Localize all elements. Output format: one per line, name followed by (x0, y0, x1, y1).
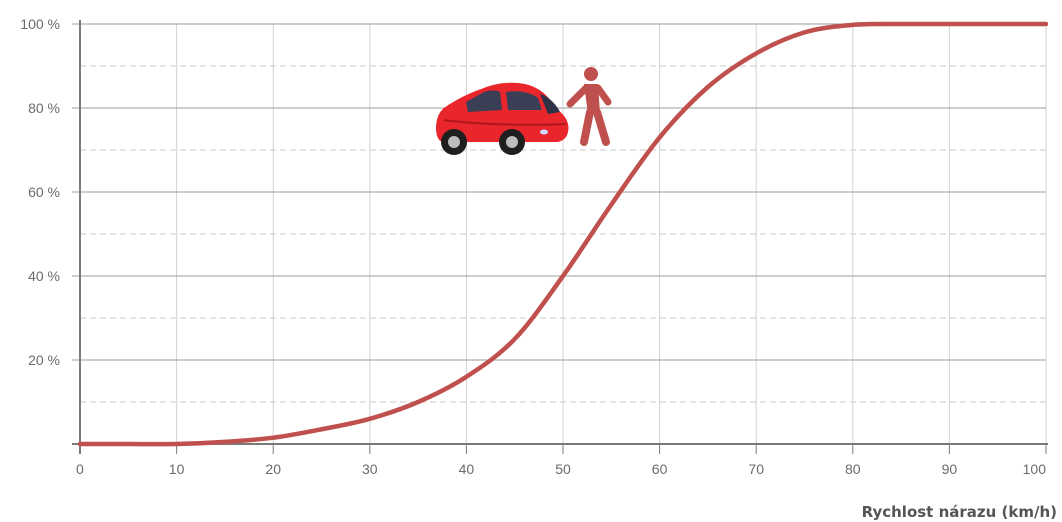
y-tick-label: 60 % (28, 184, 60, 200)
y-tick-labels: 20 % 40 % 60 % 80 % 100 % (20, 16, 60, 368)
x-tick-label: 80 (845, 461, 861, 477)
x-tick-label: 70 (748, 461, 764, 477)
major-gridlines (72, 23, 1047, 444)
pedestrian-icon (566, 67, 612, 146)
x-tick-label: 20 (265, 461, 281, 477)
axes (72, 20, 1048, 454)
x-tick-label: 100 (1023, 461, 1047, 477)
x-tick-labels: 0 10 20 30 40 50 60 70 80 90 100 (76, 461, 1046, 477)
y-tick-label: 80 % (28, 100, 60, 116)
series-layer (77, 21, 1049, 447)
x-tick-label: 10 (169, 461, 185, 477)
car-icon (436, 82, 569, 155)
y-tick-label: 20 % (28, 352, 60, 368)
y-tick-label: 100 % (20, 16, 60, 32)
x-axis-title: Rychlost nárazu (km/h) (862, 503, 1057, 521)
minor-gridlines (80, 65, 1046, 403)
x-tick-label: 50 (555, 461, 571, 477)
x-tick-label: 60 (652, 461, 668, 477)
x-tick-label: 40 (459, 461, 475, 477)
series-line (77, 21, 1049, 447)
x-tick-label: 90 (942, 461, 958, 477)
x-tick-label: 30 (362, 461, 378, 477)
y-tick-label: 40 % (28, 268, 60, 284)
x-tick-label: 0 (76, 461, 84, 477)
